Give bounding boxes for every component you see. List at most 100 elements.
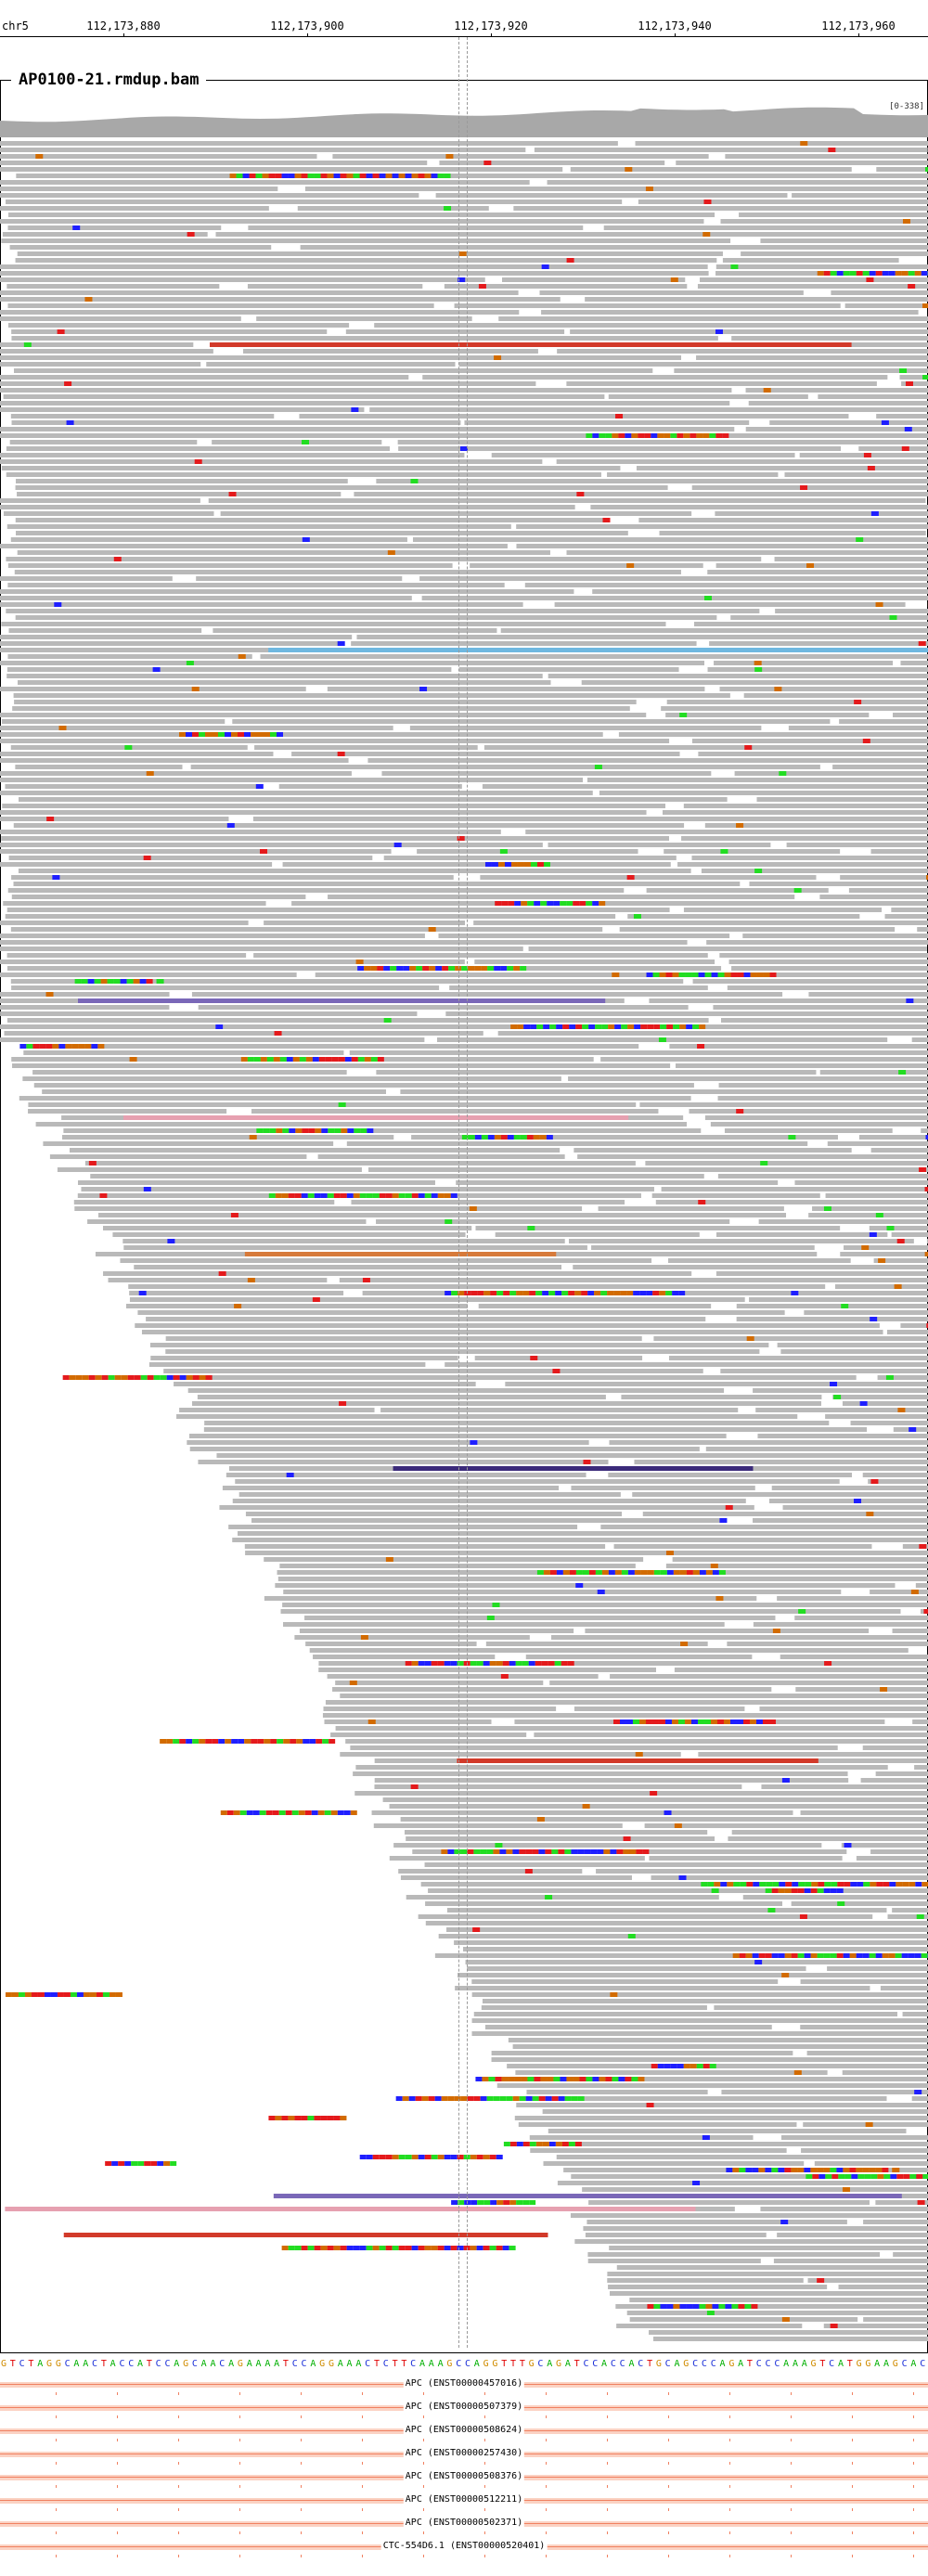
mismatch-base [754, 869, 763, 873]
aligned-read [856, 1856, 928, 1861]
aligned-read [128, 1284, 826, 1289]
soft-clip-base [450, 2155, 458, 2159]
aligned-read [825, 1193, 928, 1198]
soft-clip-base [811, 1882, 818, 1887]
soft-clip-base [541, 1661, 548, 1666]
transcript-row[interactable]: APC (ENST00000507379) [0, 2397, 928, 2419]
aligned-read [0, 661, 704, 665]
soft-clip-base [447, 2096, 455, 2101]
soft-clip-base [843, 271, 850, 276]
soft-clip-base [509, 2246, 516, 2250]
soft-clip-base [652, 972, 660, 977]
colored-pair-read [78, 998, 606, 1003]
aligned-read [777, 1596, 928, 1601]
aligned-read [719, 687, 928, 691]
aligned-read [0, 817, 229, 821]
reference-base: G [810, 2359, 817, 2369]
aligned-read [554, 602, 906, 607]
aligned-read [350, 1745, 838, 1750]
aligned-read [718, 1083, 928, 1088]
transcript-row[interactable]: APC (ENST00000257430) [0, 2443, 928, 2466]
alignment-reads-canvas[interactable] [0, 0, 928, 2357]
aligned-read [354, 1791, 928, 1796]
aligned-read [748, 401, 928, 406]
aligned-read [870, 1148, 928, 1153]
aligned-read [508, 2038, 928, 2042]
aligned-read [16, 479, 348, 483]
strand-arrow-tick [301, 2462, 302, 2465]
aligned-read [768, 1499, 928, 1503]
aligned-read [8, 628, 202, 633]
aligned-read [406, 1895, 719, 1900]
soft-clip-base [460, 2096, 468, 2101]
aligned-read [525, 830, 928, 834]
transcript-row[interactable]: APC (ENST00000508624) [0, 2420, 928, 2442]
aligned-read [556, 459, 928, 464]
soft-clip-base [690, 2064, 697, 2068]
soft-clip-base [763, 972, 770, 977]
track-title[interactable]: AP0100-21.rmdup.bam [11, 71, 207, 89]
soft-clip-base [88, 1375, 96, 1380]
aligned-read [0, 940, 688, 945]
soft-clip-base [536, 862, 544, 867]
aligned-read [827, 1141, 928, 1146]
soft-clip-base [247, 1057, 254, 1062]
transcript-row[interactable]: APC (ENST00000512211) [0, 2490, 928, 2512]
transcript-row[interactable]: CTC-554D6.1 (ENST00000520401) [0, 2536, 928, 2558]
mismatch-base [626, 563, 635, 568]
aligned-read [0, 141, 618, 146]
transcript-row[interactable]: APC (ENST00000502371) [0, 2513, 928, 2535]
mismatch-base [626, 875, 635, 880]
aligned-read [915, 1583, 928, 1588]
soft-clip-base [869, 271, 876, 276]
aligned-read [275, 1583, 896, 1588]
soft-clip-base [353, 2246, 360, 2250]
soft-clip-base [372, 2155, 380, 2159]
reference-base: A [200, 2359, 207, 2369]
soft-clip-base [512, 2096, 520, 2101]
soft-clip-base [732, 1953, 740, 1958]
aligned-read [97, 1213, 787, 1217]
soft-clip-base [856, 271, 863, 276]
aligned-read [634, 1460, 928, 1464]
soft-clip-base [199, 732, 206, 737]
aligned-read [148, 1362, 426, 1367]
soft-clip-base [529, 2142, 536, 2146]
aligned-read [774, 557, 928, 561]
strand-arrow-tick [117, 2392, 118, 2395]
soft-clip-base [244, 1739, 251, 1744]
genomic-ruler[interactable]: chr5 112,173,880 112,173,900 112,173,920… [0, 0, 928, 37]
aligned-read [0, 1024, 217, 1029]
transcript-row[interactable]: APC (ENST00000508376) [0, 2467, 928, 2489]
aligned-read [7, 323, 350, 328]
aligned-read [458, 667, 679, 672]
aligned-read [349, 1050, 928, 1055]
aligned-read [498, 316, 928, 321]
aligned-read [891, 908, 928, 912]
aligned-read [672, 1557, 928, 1562]
strand-arrow-tick [301, 2555, 302, 2557]
mismatch-base [35, 154, 44, 159]
aligned-read [404, 1830, 708, 1835]
aligned-read [818, 394, 928, 399]
soft-clip-base [651, 433, 658, 438]
transcript-row[interactable]: APC (ENST00000457016) [0, 2374, 928, 2396]
center-guide-line [467, 37, 468, 2348]
reads-stack[interactable] [0, 141, 928, 2341]
aligned-read [226, 1473, 586, 1477]
aligned-read [0, 498, 200, 503]
strand-arrow-tick [913, 2485, 914, 2488]
soft-clip-base [601, 1570, 609, 1575]
mismatch-base [715, 329, 723, 334]
aligned-read [482, 1999, 928, 2003]
soft-clip-base [272, 1810, 279, 1815]
mismatch-base [664, 1810, 672, 1815]
soft-clip-base [166, 1375, 174, 1380]
aligned-read [585, 2233, 767, 2237]
soft-clip-base [516, 2142, 523, 2146]
soft-clip-base [470, 1291, 478, 1295]
aligned-read [842, 1401, 928, 1406]
reference-base: C [920, 2359, 926, 2369]
aligned-read [873, 1258, 928, 1263]
